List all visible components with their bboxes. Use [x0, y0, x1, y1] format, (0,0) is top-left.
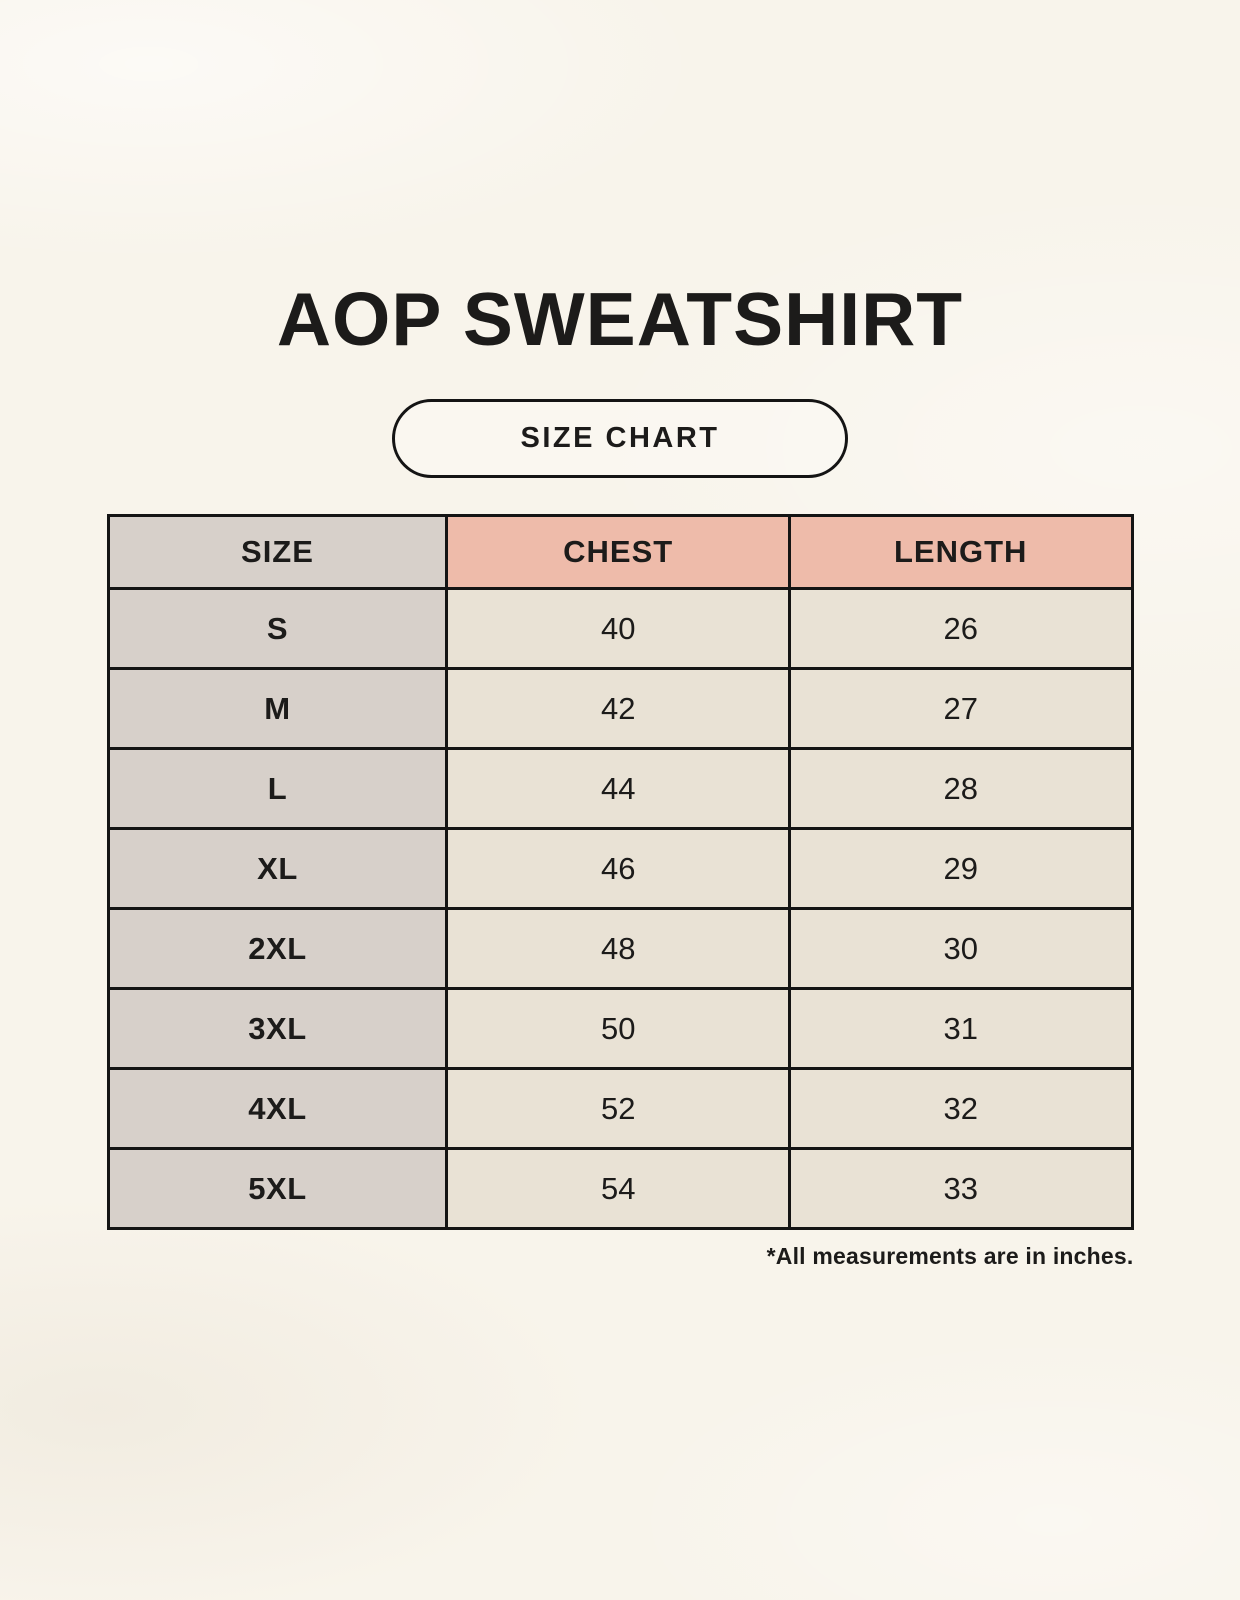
- length-cell: 31: [787, 987, 1134, 1070]
- size-cell: 2XL: [106, 907, 449, 990]
- table-row: M 42 27: [106, 667, 1134, 750]
- table-row: XL 46 29: [106, 827, 1134, 910]
- table-row: L 44 28: [106, 747, 1134, 830]
- size-cell: M: [106, 667, 449, 750]
- size-cell: 5XL: [106, 1147, 449, 1230]
- length-cell: 33: [787, 1147, 1134, 1230]
- measurements-footnote: *All measurements are in inches.: [766, 1243, 1134, 1269]
- chest-cell: 48: [445, 907, 791, 990]
- column-header-size: SIZE: [106, 514, 449, 590]
- chest-cell: 40: [445, 587, 791, 670]
- chest-cell: 50: [445, 987, 791, 1070]
- column-header-length: LENGTH: [787, 514, 1134, 590]
- size-chart-badge: SIZE CHART: [392, 399, 848, 478]
- size-cell: 4XL: [106, 1067, 449, 1150]
- size-chart-page: AOP SWEATSHIRT SIZE CHART SIZE CHEST LEN…: [106, 277, 1134, 1269]
- table-row: 3XL 50 31: [106, 987, 1134, 1070]
- chest-cell: 52: [445, 1067, 791, 1150]
- chest-cell: 42: [445, 667, 791, 750]
- column-header-chest: CHEST: [445, 514, 791, 590]
- length-cell: 28: [787, 747, 1134, 830]
- size-cell: 3XL: [106, 987, 449, 1070]
- size-cell: XL: [106, 827, 449, 910]
- size-cell: S: [106, 587, 449, 670]
- table-row: 5XL 54 33: [106, 1147, 1134, 1230]
- length-cell: 32: [787, 1067, 1134, 1150]
- table-row: S 40 26: [106, 587, 1134, 670]
- page-title: AOP SWEATSHIRT: [276, 277, 964, 361]
- length-cell: 29: [787, 827, 1134, 910]
- table-row: 2XL 48 30: [106, 907, 1134, 990]
- chest-cell: 44: [445, 747, 791, 830]
- chest-cell: 46: [445, 827, 791, 910]
- size-chart-badge-label: SIZE CHART: [520, 422, 720, 454]
- table-row: 4XL 52 32: [106, 1067, 1134, 1150]
- size-cell: L: [106, 747, 449, 830]
- chest-cell: 54: [445, 1147, 791, 1230]
- length-cell: 30: [787, 907, 1134, 990]
- size-chart-table-container: SIZE CHEST LENGTH S 40 26 M 42 27 L 44 28 XL 46 29 2…: [106, 514, 1134, 1230]
- size-chart-table: SIZE CHEST LENGTH S 40 26 M 42 27 L 44 28 XL 46 29 2…: [106, 514, 1134, 1230]
- length-cell: 26: [787, 587, 1134, 670]
- table-header-row: SIZE CHEST LENGTH: [106, 514, 1134, 590]
- length-cell: 27: [787, 667, 1134, 750]
